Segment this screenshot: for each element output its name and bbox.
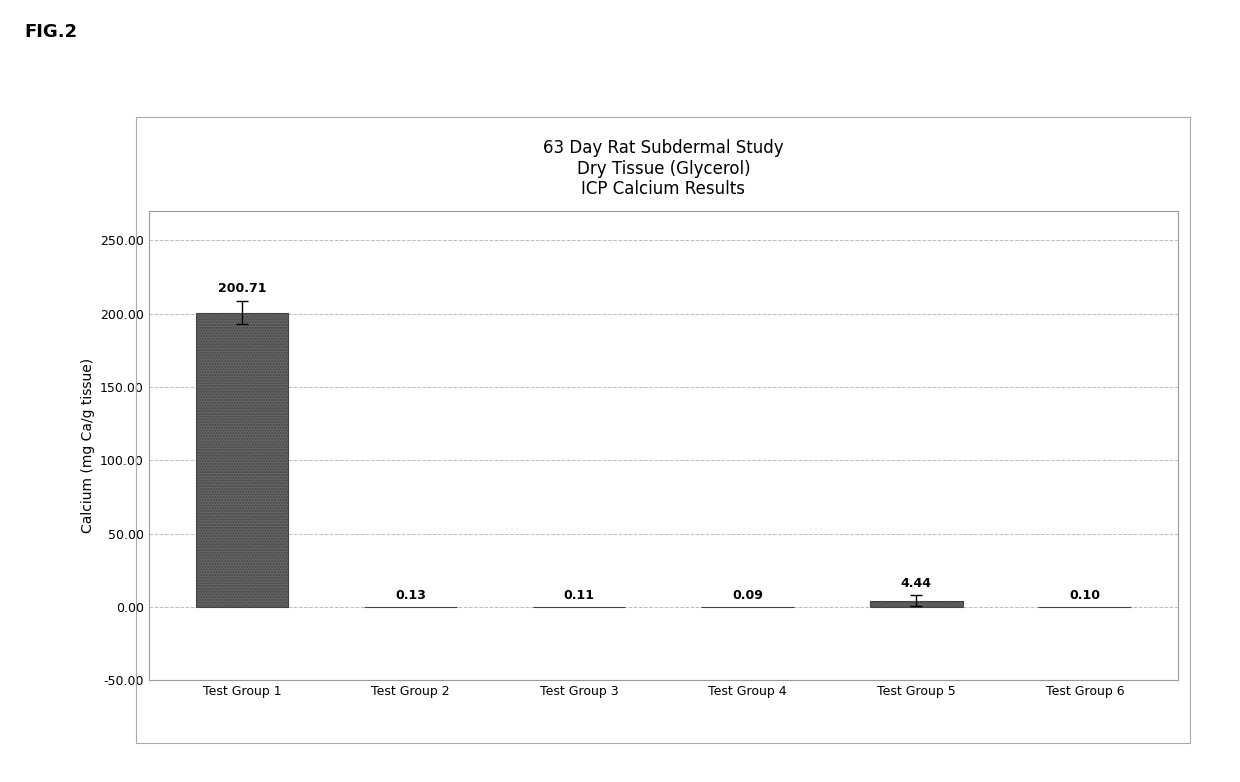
Text: FIG.2: FIG.2 <box>25 23 78 41</box>
Text: 4.44: 4.44 <box>900 576 931 590</box>
Text: 0.09: 0.09 <box>733 590 763 602</box>
Text: 0.10: 0.10 <box>1069 590 1100 602</box>
Bar <box>870 601 962 607</box>
Y-axis label: Calcium (mg Ca/g tissue): Calcium (mg Ca/g tissue) <box>81 358 94 533</box>
Text: 200.71: 200.71 <box>218 282 267 295</box>
Text: 0.11: 0.11 <box>564 590 595 602</box>
Title: 63 Day Rat Subdermal Study
Dry Tissue (Glycerol)
ICP Calcium Results: 63 Day Rat Subdermal Study Dry Tissue (G… <box>543 139 784 199</box>
Bar <box>196 313 289 607</box>
Text: 0.13: 0.13 <box>396 590 427 602</box>
